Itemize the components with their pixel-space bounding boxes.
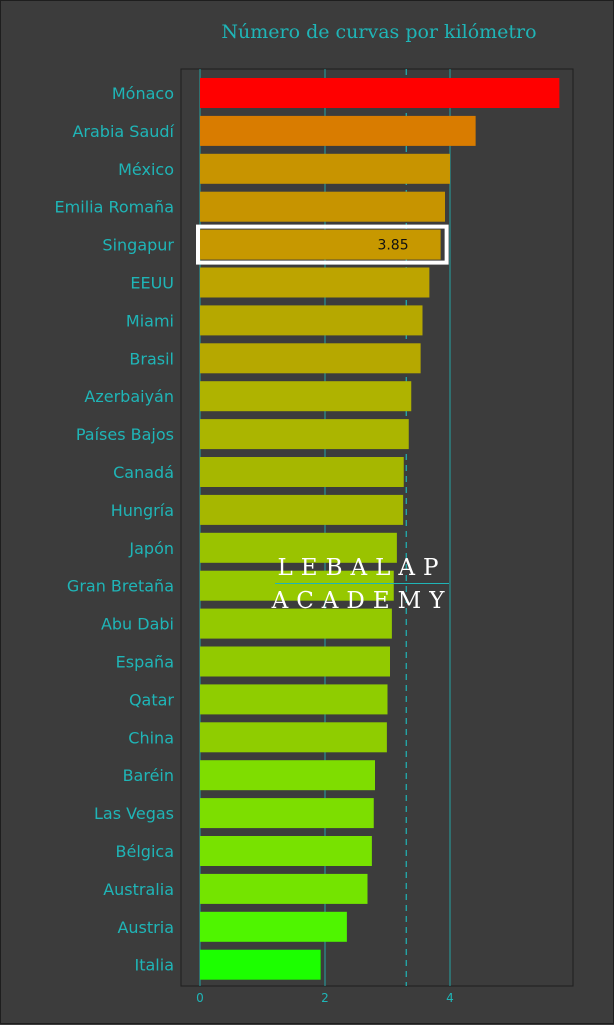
category-label: Austria bbox=[117, 918, 174, 937]
bar bbox=[200, 722, 387, 753]
category-label: Australia bbox=[103, 880, 174, 899]
category-label: China bbox=[128, 728, 174, 747]
bar bbox=[200, 532, 397, 563]
bar bbox=[200, 911, 347, 942]
watermark-line-2: ACADEMY bbox=[271, 588, 453, 614]
bar bbox=[200, 949, 321, 980]
category-label: Azerbaiyán bbox=[84, 387, 174, 406]
category-label: Singapur bbox=[102, 236, 174, 255]
x-tick-label: 0 bbox=[196, 991, 204, 1005]
x-tick-label: 4 bbox=[446, 991, 454, 1005]
data-label: 3.85 bbox=[377, 238, 408, 254]
category-label: Abu Dabi bbox=[101, 615, 174, 634]
plot-area bbox=[180, 68, 574, 987]
category-label: Bélgica bbox=[116, 842, 174, 861]
category-label: Japón bbox=[128, 539, 174, 558]
bar bbox=[200, 608, 392, 639]
bar bbox=[200, 570, 394, 601]
bar bbox=[200, 419, 409, 450]
category-label: EEUU bbox=[130, 274, 174, 293]
category-label: Las Vegas bbox=[94, 804, 174, 823]
category-label: Hungría bbox=[111, 501, 174, 520]
bar bbox=[200, 153, 450, 184]
bar bbox=[200, 646, 390, 677]
bar bbox=[200, 836, 372, 866]
category-label: España bbox=[116, 653, 174, 672]
watermark-line-1: LEBALAP bbox=[277, 555, 447, 581]
bar bbox=[200, 343, 421, 374]
category-label: Arabia Saudí bbox=[72, 122, 174, 141]
bar bbox=[200, 78, 560, 108]
chart-title: Número de curvas por kilómetro bbox=[221, 21, 537, 43]
category-label: Países Bajos bbox=[76, 425, 174, 444]
category-label: Qatar bbox=[129, 690, 174, 709]
category-label: Gran Bretaña bbox=[67, 577, 174, 596]
category-label: Brasil bbox=[129, 349, 174, 368]
bar bbox=[200, 494, 404, 525]
bar bbox=[200, 267, 430, 298]
bar bbox=[200, 457, 404, 487]
watermark-logo: LEBALAP ACADEMY bbox=[269, 555, 455, 614]
bar bbox=[200, 115, 476, 146]
bar bbox=[200, 684, 388, 715]
bar bbox=[200, 873, 368, 904]
highlight-box bbox=[196, 224, 449, 265]
category-label: Baréin bbox=[123, 766, 174, 785]
category-label: Miami bbox=[126, 311, 174, 330]
category-label: Mónaco bbox=[112, 84, 174, 103]
bar bbox=[200, 229, 441, 260]
category-label: México bbox=[118, 160, 174, 179]
category-label: Canadá bbox=[113, 463, 174, 482]
bar bbox=[200, 381, 412, 412]
x-tick-label: 2 bbox=[321, 991, 329, 1005]
bar bbox=[200, 305, 423, 336]
bar bbox=[200, 191, 445, 222]
watermark-divider bbox=[275, 583, 449, 584]
category-label: Italia bbox=[135, 956, 175, 975]
category-label: Emilia Romaña bbox=[55, 198, 174, 217]
bar bbox=[200, 760, 375, 791]
bar bbox=[200, 798, 374, 829]
